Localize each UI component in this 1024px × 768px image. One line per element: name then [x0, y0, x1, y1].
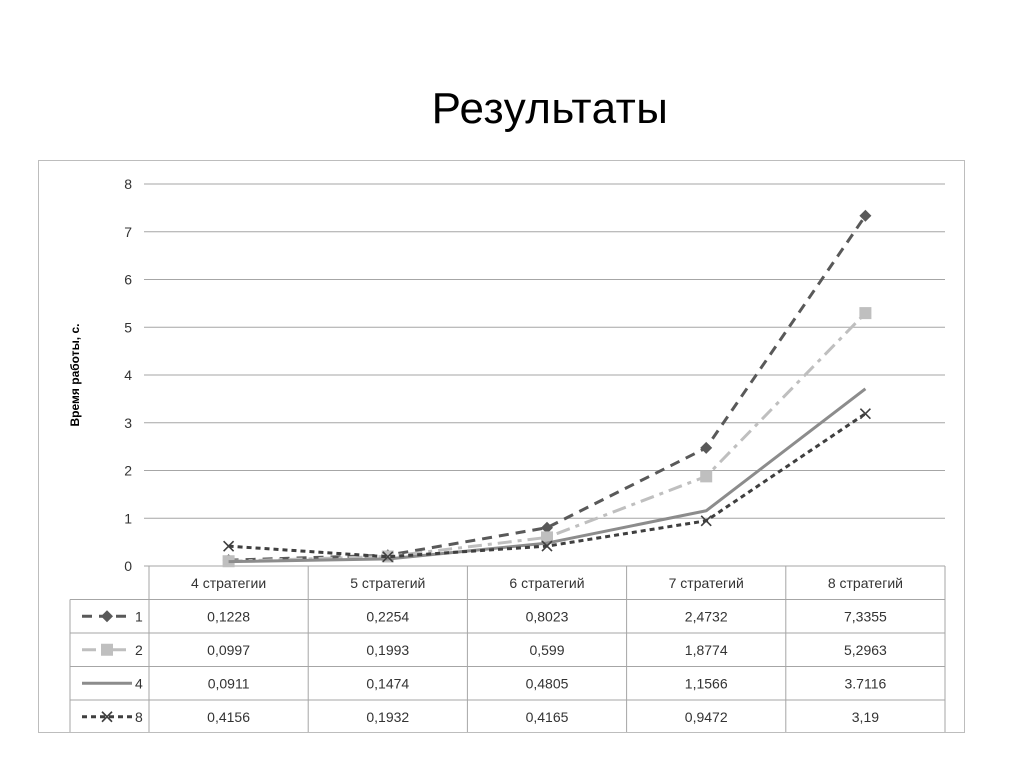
legend-marker-1 [101, 610, 113, 623]
table-cell-value: 5,2963 [844, 642, 887, 658]
table-cell-value: 0,1474 [366, 675, 409, 691]
data-point-8 [859, 408, 871, 420]
table-cell-value: 3.7116 [845, 675, 887, 691]
chart-area: 0 1 2 3 4 5 6 7 8 Время работы, с. 4 стратегии 5 ст… [38, 160, 965, 733]
y-axis-title: Время работы, с. [68, 324, 82, 427]
table-cell-value: 0,4165 [526, 709, 569, 725]
y-tick-label: 4 [124, 367, 132, 383]
data-point-8 [223, 540, 235, 552]
table-cell-value: 1,8774 [685, 642, 728, 658]
series-line-4 [228, 387, 867, 564]
data-point-2 [700, 470, 713, 483]
data-point-1 [859, 209, 872, 222]
table-cell-value: 0,4805 [526, 675, 569, 691]
data-point-2 [541, 531, 553, 544]
y-tick-label: 5 [124, 319, 132, 335]
legend-label: 2 [135, 642, 143, 658]
table-cell-value: 0,599 [529, 642, 564, 658]
table-cell-value: 1,1566 [685, 675, 728, 691]
data-point-1 [541, 521, 553, 534]
legend-marker-8 [101, 711, 113, 723]
category-label: 5 стратегий [350, 575, 425, 591]
legend-label: 1 [135, 608, 143, 624]
legend-marker-2 [101, 643, 113, 656]
data-point-8 [382, 551, 394, 563]
table-cell-value: 0,1993 [366, 642, 409, 658]
table-cell-value: 0,1932 [366, 709, 409, 725]
table-cell-value: 2,4732 [685, 608, 728, 624]
data-point-8 [541, 540, 553, 552]
line-chart: 0 1 2 3 4 5 6 7 8 Время работы, с. 4 стратегии 5 ст… [68, 176, 946, 732]
y-tick-label: 6 [124, 272, 132, 288]
slide-title: Результаты [431, 84, 669, 133]
y-tick-label: 2 [124, 463, 132, 479]
table-cell-value: 0,2254 [366, 608, 409, 624]
y-tick-label: 7 [124, 224, 132, 240]
legend-label: 4 [135, 675, 143, 691]
category-label: 6 стратегий [509, 575, 584, 591]
y-tick-label: 3 [124, 415, 132, 431]
table-cell-value: 0,8023 [526, 608, 569, 624]
legend-label: 8 [135, 709, 143, 725]
series-line-1 [228, 214, 867, 562]
y-tick-label: 8 [124, 176, 132, 192]
y-tick-label: 0 [124, 558, 132, 574]
table-cell-value: 0,0911 [208, 675, 250, 691]
data-point-2 [859, 307, 872, 320]
table-cell-value: 7,3355 [844, 608, 887, 624]
data-point-1 [700, 441, 713, 454]
y-tick-label: 1 [124, 510, 132, 526]
data-point-8 [700, 515, 712, 527]
table-cell-value: 3,19 [852, 709, 879, 725]
category-label: 4 стратегии [191, 575, 266, 591]
table-cell-value: 0,9472 [685, 709, 728, 725]
category-label: 8 стратегий [828, 575, 903, 591]
category-label: 7 стратегий [669, 575, 744, 591]
table-cell-value: 0,1228 [207, 608, 250, 624]
table-cell-value: 0,4156 [207, 709, 250, 725]
table-cell-value: 0,0997 [207, 642, 250, 658]
